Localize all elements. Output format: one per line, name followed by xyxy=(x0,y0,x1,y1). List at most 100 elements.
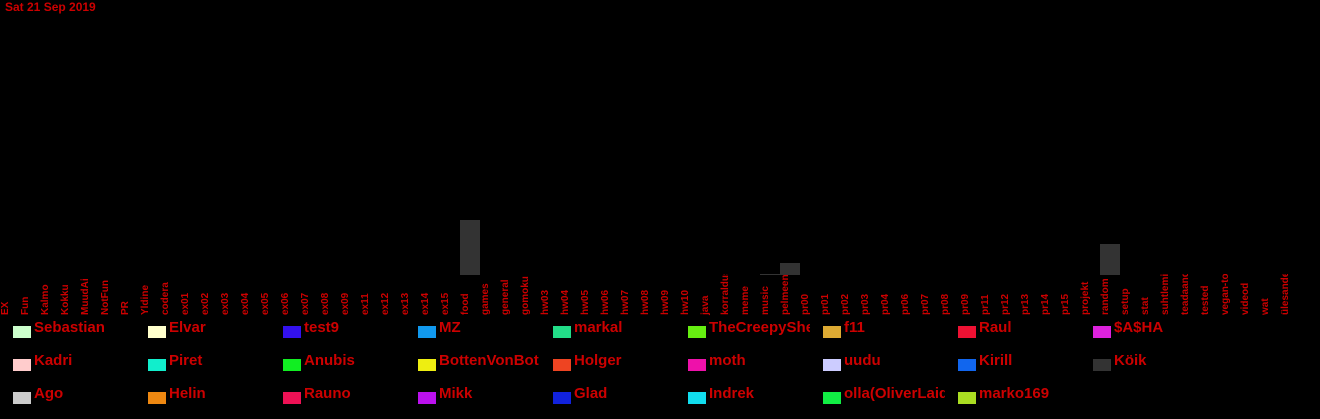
category-label-hw10: hw10 xyxy=(680,290,691,315)
category-label-videod: videod xyxy=(1240,283,1251,315)
category-label-pr14: pr14 xyxy=(1040,293,1051,315)
category-label-pr06: pr06 xyxy=(900,293,911,315)
category-label-hw09: hw09 xyxy=(660,290,671,315)
legend-item: uudu xyxy=(810,349,945,371)
legend-item: moth xyxy=(675,349,810,371)
category-label-hw04: hw04 xyxy=(560,290,571,315)
category-label-codera: codera xyxy=(160,282,171,315)
legend-label: Rauno xyxy=(304,385,351,402)
legend-swatch xyxy=(688,326,706,338)
legend-label: Raul xyxy=(979,319,1012,336)
legend-swatch xyxy=(13,392,31,404)
category-label-hw05: hw05 xyxy=(580,290,591,315)
channel-bar-chart: EX Fun Kalmo Kokku MuudAi NotFun PR Yldine coder… xyxy=(0,220,1291,316)
legend-label: Indrek xyxy=(709,385,755,402)
legend-item: marko169 xyxy=(945,382,1080,404)
legend-swatch xyxy=(958,359,976,371)
legend-label: moth xyxy=(709,352,746,369)
legend-item: Glad xyxy=(540,382,675,404)
category-label-EX: EX xyxy=(0,301,11,315)
legend-item: Mikk xyxy=(405,382,540,404)
category-label-ex03: ex03 xyxy=(220,292,231,315)
legend-label: uudu xyxy=(844,352,881,369)
legend-item: BottenVonBot xyxy=(405,349,540,371)
legend-item: markal xyxy=(540,316,675,338)
legend-label: marko169 xyxy=(979,385,1050,402)
legend-swatch xyxy=(283,392,301,404)
legend-item: TheCreepySheep xyxy=(675,316,810,338)
category-label-hw08: hw08 xyxy=(640,290,651,315)
legend-swatch xyxy=(283,326,301,338)
legend-swatch xyxy=(553,359,571,371)
legend-label: olla(OliverLaidla) xyxy=(844,385,945,402)
category-label-ex08: ex08 xyxy=(320,292,331,315)
category-label-ex14: ex14 xyxy=(420,292,431,315)
category-label-pr02: pr02 xyxy=(840,293,851,315)
legend-swatch xyxy=(823,359,841,371)
category-label-Yldine: Yldine xyxy=(140,285,151,315)
category-label-pr15: pr15 xyxy=(1060,293,1071,315)
category-label-ex05: ex05 xyxy=(260,292,271,315)
legend-swatch xyxy=(418,392,436,404)
legend: Sebastian Elvar test9 MZ markal TheCreepyShee… xyxy=(0,316,1320,419)
legend-swatch xyxy=(148,359,166,371)
category-label-setup: setup xyxy=(1120,288,1131,315)
legend-swatch xyxy=(823,392,841,404)
bar-random xyxy=(1100,244,1120,275)
category-label-general: general xyxy=(500,279,511,315)
category-label-ex12: ex12 xyxy=(380,292,391,315)
legend-swatch xyxy=(418,359,436,371)
category-label-ex11: ex11 xyxy=(360,293,371,315)
legend-swatch xyxy=(13,326,31,338)
category-label-pr11: pr11 xyxy=(980,294,991,315)
category-label-pr09: pr09 xyxy=(960,293,971,315)
category-label-PR: PR xyxy=(120,300,131,315)
category-label-pr01: pr01 xyxy=(820,293,831,315)
category-label-NotFun: NotFun xyxy=(100,280,111,315)
legend-swatch xyxy=(688,392,706,404)
bar-music xyxy=(760,274,780,275)
category-label-java: java xyxy=(700,295,711,316)
category-label-stat: stat xyxy=(1140,297,1151,315)
category-label-pr07: pr07 xyxy=(920,293,931,315)
legend-swatch xyxy=(553,392,571,404)
category-label-ex13: ex13 xyxy=(400,292,411,315)
category-label-ex02: ex02 xyxy=(200,292,211,315)
category-label-pr04: pr04 xyxy=(880,293,891,315)
category-label-MuudAi: MuudAi xyxy=(80,278,91,315)
category-label-vegan-toidud: vegan-toidud xyxy=(1220,252,1231,315)
legend-swatch xyxy=(418,326,436,338)
legend-item: Raul xyxy=(945,316,1080,338)
legend-label: Köik xyxy=(1114,352,1147,369)
legend-item: Sebastian xyxy=(0,316,135,338)
category-label-pr00: pr00 xyxy=(800,293,811,315)
legend-label: Ago xyxy=(34,385,64,402)
category-label-pr08: pr08 xyxy=(940,293,951,315)
legend-item: MZ xyxy=(405,316,540,338)
legend-item: f11 xyxy=(810,316,945,338)
category-label-ex04: ex04 xyxy=(240,292,251,315)
legend-label: Kirill xyxy=(979,352,1013,369)
legend-swatch xyxy=(823,326,841,338)
category-label-ülesanded: ülesanded xyxy=(1280,266,1291,315)
legend-label: $A$HA xyxy=(1114,319,1164,336)
legend-label: Helin xyxy=(169,385,206,402)
legend-label: Mikk xyxy=(439,385,473,402)
category-label-games: games xyxy=(480,283,491,315)
legend-item: Kadri xyxy=(0,349,135,371)
legend-label: Piret xyxy=(169,352,203,369)
chart-date: Sat 21 Sep 2019 xyxy=(5,0,96,14)
category-label-hw03: hw03 xyxy=(540,290,551,315)
legend-swatch xyxy=(283,359,301,371)
legend-swatch xyxy=(1093,359,1111,371)
legend-label: Elvar xyxy=(169,319,206,336)
category-label-projekt: projekt xyxy=(1080,281,1091,315)
legend-swatch xyxy=(958,392,976,404)
category-label-pr13: pr13 xyxy=(1020,293,1031,315)
legend-swatch xyxy=(13,359,31,371)
legend-item: Holger xyxy=(540,349,675,371)
legend-label: Holger xyxy=(574,352,622,369)
category-label-pr12: pr12 xyxy=(1000,293,1011,315)
legend-item: Elvar xyxy=(135,316,270,338)
legend-item: $A$HA xyxy=(1080,316,1215,338)
